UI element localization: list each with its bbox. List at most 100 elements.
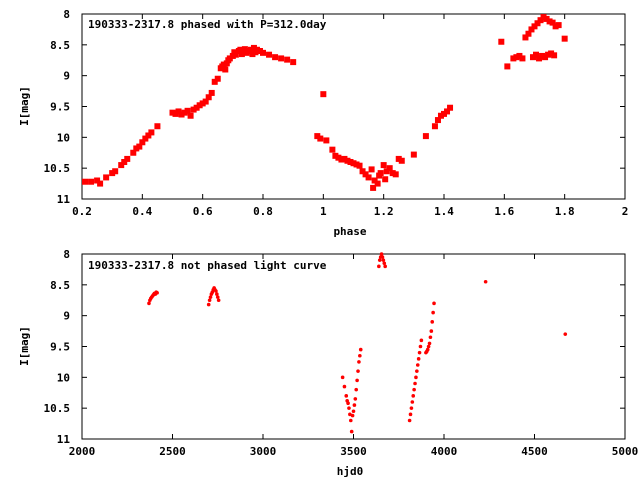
phased-data-point	[190, 106, 197, 113]
phased-data-point	[226, 55, 233, 62]
phased-data-point	[237, 46, 244, 53]
phased-x-axis-label: phase	[333, 225, 366, 238]
phased-data-point	[519, 55, 526, 62]
phased-data-point	[504, 63, 511, 70]
unphased-data-point	[348, 418, 353, 423]
unphased-data-point	[382, 261, 387, 266]
phased-x-tick-label: 1.4	[434, 205, 454, 218]
phased-data-point	[377, 170, 384, 177]
phased-data-point	[202, 98, 209, 105]
unphased-data-point	[351, 409, 356, 414]
unphased-data-point	[347, 406, 351, 410]
phased-data-point	[317, 135, 324, 142]
phased-panel: 0.2 0.4 0.6 0.8 1 1.2 1.4 1.6 1.8 2 8 8.5 9 9.5 10 10.5…	[18, 8, 628, 238]
phased-data-point	[545, 51, 552, 58]
phased-data-point	[395, 155, 402, 162]
unphased-data-point	[427, 341, 432, 346]
phased-data-point	[109, 170, 116, 177]
unphased-data-point	[215, 295, 220, 299]
phased-data-point	[516, 52, 523, 59]
unphased-data-point	[346, 401, 350, 406]
unphased-data-point	[410, 400, 415, 404]
phased-data-point	[498, 38, 505, 45]
phased-x-tick-label: 0.2	[72, 205, 92, 218]
phased-data-point	[222, 66, 229, 73]
phased-data-point	[112, 168, 119, 175]
phased-data-point	[392, 171, 399, 178]
unphased-data-point	[377, 264, 381, 269]
unphased-data-point	[348, 412, 352, 417]
unphased-data-point	[206, 302, 211, 307]
phased-data-point	[341, 155, 348, 162]
phased-data-point	[244, 48, 251, 54]
phased-data-point	[374, 180, 381, 187]
phased-data-point	[88, 178, 95, 185]
phased-data-point	[533, 51, 540, 58]
phased-data-point	[386, 165, 393, 172]
phased-x-tick-label: 1.6	[494, 205, 514, 218]
unphased-data-point	[383, 264, 387, 269]
phased-data-point	[431, 123, 438, 130]
phased-data-point	[250, 44, 257, 51]
unphased-data-point	[563, 332, 568, 336]
unphased-data-point	[408, 412, 413, 417]
phased-data-point	[525, 30, 532, 37]
phased-data-point	[142, 135, 149, 142]
unphased-data-point	[419, 338, 424, 343]
phased-plot-title: 190333-2317.8 phased with P=312.0day	[88, 18, 327, 31]
unphased-data-point	[214, 289, 218, 293]
phased-data-point	[549, 19, 556, 26]
phased-y-tick-label: 8	[63, 8, 70, 21]
phased-x-tick-label: 1	[320, 205, 327, 218]
phased-data-point	[187, 112, 194, 119]
phased-axis-ticks: 0.2 0.4 0.6 0.8 1 1.2 1.4 1.6 1.8 2 8 8.5 9 9.5 10 10.5…	[44, 8, 629, 218]
unphased-data-point	[349, 429, 354, 434]
unphased-data-point	[418, 344, 423, 349]
phased-data-point	[539, 52, 546, 59]
phased-data-point	[347, 159, 354, 165]
unphased-data-point	[413, 381, 417, 386]
phased-data-point	[365, 174, 372, 181]
unphased-x-tick-label: 5000	[612, 445, 639, 458]
unphased-x-axis-label: hjd0	[337, 465, 364, 478]
unphased-data-point	[411, 394, 416, 398]
phased-data-point	[178, 111, 185, 118]
unphased-data-point	[356, 369, 360, 373]
unphased-data-point	[425, 347, 430, 352]
phased-data-point	[447, 104, 454, 111]
phased-data-point	[555, 22, 562, 29]
phased-data-point	[211, 78, 218, 85]
phased-data-point	[422, 133, 429, 140]
phased-data-point	[247, 46, 254, 53]
phased-data-point	[314, 133, 321, 140]
phased-data-point	[410, 151, 417, 158]
phased-data-point	[536, 55, 543, 62]
phased-data-point	[121, 159, 128, 165]
phased-data-point	[290, 59, 297, 66]
unphased-data-point	[354, 387, 359, 392]
unphased-data-point	[430, 320, 435, 324]
phased-data-point	[193, 104, 200, 111]
unphased-data-point	[352, 403, 357, 407]
unphased-data-point	[426, 344, 431, 349]
phased-data-point	[214, 75, 221, 82]
unphased-x-tick-label: 4500	[521, 445, 548, 458]
unphased-x-tick-label: 2500	[159, 445, 186, 458]
unphased-data-point	[353, 397, 358, 401]
phased-data-point	[542, 54, 549, 61]
phased-data-point	[362, 171, 369, 178]
unphased-data-point	[407, 418, 412, 423]
phased-data-point	[94, 177, 101, 184]
phased-data-point	[540, 14, 547, 21]
phased-data-point	[82, 178, 89, 185]
phased-data-point	[278, 55, 285, 62]
phased-data-point	[118, 162, 125, 169]
phased-data-point	[548, 50, 555, 57]
unphased-y-axis-label: I[mag]	[18, 326, 31, 366]
unphased-data-point	[358, 353, 362, 358]
phased-data-point	[359, 168, 366, 175]
phased-data-point	[338, 156, 345, 163]
unphased-data-point	[216, 298, 221, 303]
phased-data-point	[437, 112, 444, 119]
